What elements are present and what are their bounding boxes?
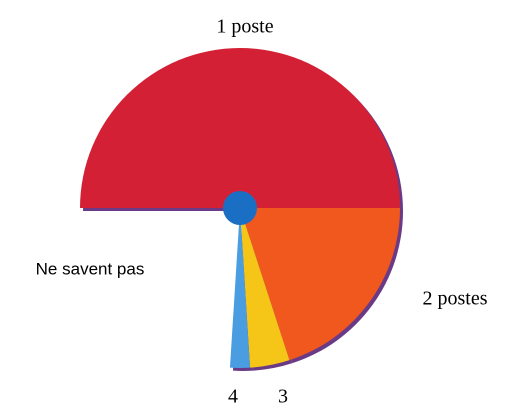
labels: 1 poste 2 postes 3 4 Ne savent pas <box>36 16 488 408</box>
slice-label: 1 poste <box>216 16 273 38</box>
slice-label: 2 postes <box>423 288 488 310</box>
slice <box>80 48 400 208</box>
slice <box>240 208 400 361</box>
slice <box>80 208 240 368</box>
slice <box>240 208 290 368</box>
slice-label: 3 <box>278 386 288 408</box>
slice-label: Ne savent pas <box>36 259 145 278</box>
slices <box>80 48 400 368</box>
slice <box>229 208 251 368</box>
center-dot <box>223 191 257 225</box>
slice-label: 4 <box>228 386 238 408</box>
